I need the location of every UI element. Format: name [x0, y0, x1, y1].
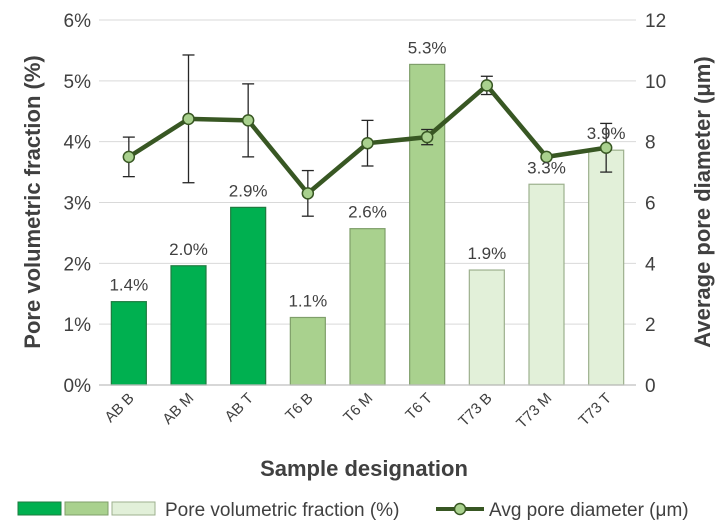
x-tick-label: T6 M — [340, 390, 376, 426]
x-tick-label: AB M — [159, 390, 197, 428]
x-tick-label: T73 T — [575, 390, 615, 430]
x-tick-label: T73 M — [513, 390, 555, 432]
y-tick-label: 4% — [64, 133, 92, 154]
y2-tick-label: 0 — [645, 376, 656, 397]
legend-bar-label: Pore volumetric fraction (%) — [165, 500, 399, 521]
legend-bar-swatches — [17, 501, 156, 516]
bar-data-label: 2.0% — [169, 240, 208, 259]
bar — [588, 149, 625, 386]
bar — [110, 301, 147, 386]
y2-tick-label: 8 — [645, 133, 656, 154]
bar — [349, 228, 386, 386]
legend-swatch — [111, 501, 156, 516]
line-point — [480, 79, 494, 92]
bar-data-label: 1.4% — [109, 276, 148, 295]
bar — [289, 316, 326, 386]
line-point — [122, 150, 136, 164]
y2-tick-label: 10 — [645, 72, 666, 93]
bar — [409, 63, 446, 386]
y-tick-label: 5% — [64, 72, 92, 93]
y2-tick-label: 2 — [645, 315, 656, 336]
y-tick-label: 1% — [64, 315, 92, 336]
x-tick-label: AB B — [101, 390, 137, 426]
legend-swatch — [64, 501, 109, 516]
bar-series — [110, 63, 625, 386]
y2-axis-title: Average pore diameter (μm) — [690, 56, 715, 347]
bar — [528, 183, 565, 386]
bar-data-label: 1.9% — [467, 244, 506, 263]
data-labels: 1.4% 2.0% 2.9% 1.1% 2.6% 5.3% 1.9% 3.3% 3.9% — [109, 38, 625, 310]
bar-data-label: 1.1% — [288, 291, 327, 310]
legend-swatch — [17, 501, 62, 516]
line-point — [361, 136, 374, 150]
y-tick-label: 2% — [64, 254, 92, 275]
x-tick-label: T6 B — [282, 390, 316, 424]
legend-line-label: Avg pore diameter (μm) — [489, 500, 689, 521]
bar-data-label: 2.6% — [348, 203, 387, 222]
line-point — [241, 114, 255, 127]
y-tick-label: 6% — [64, 11, 92, 32]
y2-tick-label: 12 — [645, 11, 666, 32]
y2-tick-label: 6 — [645, 194, 656, 215]
bar-data-label: 3.3% — [527, 158, 566, 177]
y2-tick-label: 4 — [645, 254, 656, 275]
y-axis-title: Pore volumetric fraction (%) — [20, 55, 45, 348]
line-point — [182, 112, 195, 126]
x-tick-label: AB T — [222, 390, 257, 425]
bar-data-label: 3.9% — [587, 124, 626, 143]
bar — [170, 265, 207, 386]
line-point — [301, 187, 315, 200]
y-tick-label: 0% — [64, 376, 92, 397]
x-tick-label: T6 T — [402, 390, 436, 424]
x-axis-title: Sample designation — [260, 456, 468, 481]
bar — [468, 269, 505, 386]
x-tick-label: T73 B — [455, 390, 495, 430]
bar — [230, 206, 267, 386]
legend: Pore volumetric fraction (%) Avg pore di… — [17, 500, 689, 521]
legend-line-marker — [453, 502, 467, 516]
bar-data-label: 2.9% — [229, 181, 268, 200]
line-series — [122, 54, 613, 217]
line-point — [599, 141, 613, 154]
line-point — [420, 130, 434, 144]
y-tick-label: 3% — [64, 194, 92, 215]
bar-data-label: 5.3% — [408, 38, 447, 57]
line-point — [540, 150, 553, 164]
